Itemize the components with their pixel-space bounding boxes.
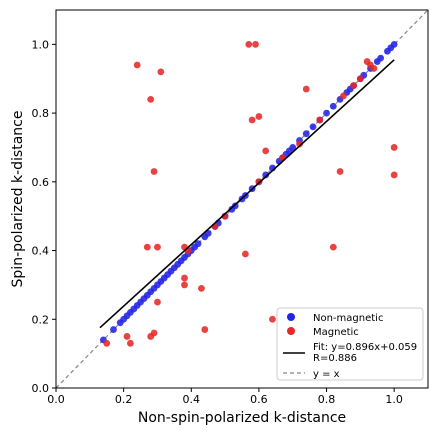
point-non-magnetic bbox=[309, 123, 317, 131]
point-magnetic bbox=[248, 116, 256, 124]
legend-marker-magnetic bbox=[287, 327, 295, 335]
point-non-magnetic bbox=[289, 144, 297, 151]
point-magnetic bbox=[133, 61, 141, 69]
point-magnetic bbox=[154, 243, 161, 251]
point-magnetic bbox=[147, 95, 155, 103]
point-magnetic bbox=[296, 140, 303, 148]
legend-label-magnetic: Magnetic bbox=[313, 327, 359, 338]
x-tick-label: 0.6 bbox=[250, 393, 268, 406]
point-magnetic bbox=[336, 168, 344, 175]
point-magnetic bbox=[340, 92, 347, 100]
point-non-magnetic bbox=[262, 171, 270, 179]
point-magnetic bbox=[241, 250, 249, 258]
point-magnetic bbox=[255, 113, 263, 120]
y-tick-label: 0.6 bbox=[32, 176, 50, 189]
y-tick-label: 0.0 bbox=[32, 382, 50, 395]
point-non-magnetic bbox=[377, 54, 385, 62]
point-magnetic bbox=[390, 171, 398, 179]
point-magnetic bbox=[269, 315, 276, 323]
point-magnetic bbox=[154, 298, 161, 306]
x-tick-label: 0.8 bbox=[318, 393, 336, 406]
legend-marker-non-magnetic bbox=[287, 313, 295, 321]
x-tick-label: 0.4 bbox=[183, 393, 201, 406]
point-magnetic bbox=[126, 339, 134, 347]
point-magnetic bbox=[302, 85, 310, 93]
point-non-magnetic bbox=[302, 130, 310, 138]
point-magnetic bbox=[198, 284, 205, 292]
y-tick-label: 0.8 bbox=[32, 107, 50, 120]
legend-label-non-magnetic: Non-magnetic bbox=[313, 313, 383, 324]
point-magnetic bbox=[143, 243, 151, 251]
point-non-magnetic bbox=[231, 202, 239, 210]
points-layer bbox=[99, 40, 398, 347]
ticks-layer: 0.0 0.2 0.4 0.6 0.8 1.0 0.0 0.2 0.4 0.6 0.8 1.0 bbox=[32, 38, 403, 406]
point-magnetic bbox=[150, 168, 158, 175]
legend-label-fit-r: R=0.886 bbox=[313, 353, 357, 364]
legend-box bbox=[276, 307, 424, 381]
point-magnetic bbox=[181, 274, 188, 282]
y-tick-label: 1.0 bbox=[32, 38, 50, 51]
point-magnetic bbox=[103, 339, 111, 347]
legend-label-reference: y = x bbox=[313, 369, 340, 380]
y-axis-label: Spin-polarized k-distance bbox=[10, 111, 26, 288]
fit-line-layer bbox=[99, 59, 395, 329]
point-non-magnetic bbox=[323, 109, 330, 117]
legend: Non-magnetic Magnetic Fit: y=0.896x+0.05… bbox=[276, 307, 424, 381]
x-tick-label: 1.0 bbox=[385, 393, 403, 406]
point-non-magnetic bbox=[110, 326, 117, 333]
point-magnetic bbox=[356, 75, 364, 83]
point-magnetic bbox=[262, 147, 270, 155]
point-magnetic bbox=[329, 243, 337, 251]
point-non-magnetic bbox=[329, 102, 337, 110]
x-tick-label: 0.0 bbox=[47, 393, 65, 406]
legend-label-fit: Fit: y=0.896x+0.059 bbox=[313, 342, 417, 353]
x-axis-label: Non-spin-polarized k-distance bbox=[138, 410, 346, 426]
point-magnetic bbox=[157, 68, 165, 76]
point-magnetic bbox=[316, 116, 324, 124]
point-magnetic bbox=[370, 65, 378, 72]
point-magnetic bbox=[201, 326, 209, 333]
point-non-magnetic bbox=[194, 240, 202, 248]
point-magnetic bbox=[390, 144, 398, 151]
point-magnetic bbox=[245, 40, 253, 48]
point-magnetic bbox=[252, 40, 259, 48]
y-tick-label: 0.2 bbox=[32, 313, 50, 326]
point-magnetic bbox=[150, 329, 158, 337]
point-non-magnetic bbox=[390, 40, 398, 48]
fit-line bbox=[99, 59, 395, 329]
point-magnetic bbox=[181, 281, 188, 289]
point-magnetic bbox=[350, 82, 357, 89]
y-tick-label: 0.4 bbox=[32, 245, 50, 258]
point-magnetic bbox=[123, 333, 131, 340]
x-tick-label: 0.2 bbox=[115, 393, 133, 406]
plot-frame bbox=[55, 9, 429, 389]
